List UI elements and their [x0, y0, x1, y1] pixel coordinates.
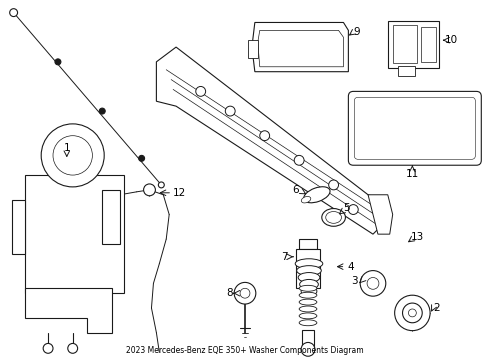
Circle shape — [158, 182, 164, 188]
Ellipse shape — [299, 306, 317, 312]
Ellipse shape — [322, 208, 345, 226]
FancyBboxPatch shape — [354, 97, 475, 159]
Circle shape — [260, 131, 270, 141]
Ellipse shape — [300, 279, 318, 289]
Circle shape — [68, 343, 77, 353]
Circle shape — [10, 9, 18, 17]
Polygon shape — [12, 200, 25, 254]
Ellipse shape — [301, 286, 317, 296]
Circle shape — [234, 282, 256, 304]
Bar — [296, 249, 320, 288]
FancyBboxPatch shape — [348, 91, 481, 165]
Bar — [302, 330, 314, 347]
Text: 3: 3 — [351, 276, 358, 287]
Bar — [421, 27, 436, 62]
Circle shape — [301, 342, 315, 356]
Text: 7: 7 — [281, 252, 288, 262]
Ellipse shape — [304, 187, 330, 203]
Circle shape — [139, 156, 145, 161]
Circle shape — [360, 271, 386, 296]
Text: 1: 1 — [64, 143, 70, 153]
Ellipse shape — [299, 313, 317, 319]
Circle shape — [240, 288, 250, 298]
Text: 9: 9 — [353, 27, 360, 37]
Polygon shape — [258, 30, 343, 67]
Circle shape — [367, 278, 379, 289]
Ellipse shape — [299, 320, 317, 326]
Text: 2023 Mercedes-Benz EQE 350+ Washer Components Diagram: 2023 Mercedes-Benz EQE 350+ Washer Compo… — [126, 346, 364, 355]
Bar — [299, 239, 317, 249]
Circle shape — [43, 343, 53, 353]
Ellipse shape — [295, 259, 323, 269]
Polygon shape — [368, 195, 392, 234]
Text: 13: 13 — [411, 232, 424, 242]
Bar — [392, 26, 417, 63]
Bar — [102, 190, 120, 244]
Polygon shape — [156, 47, 388, 234]
Bar — [25, 175, 124, 293]
Circle shape — [41, 124, 104, 187]
Polygon shape — [252, 22, 348, 72]
Text: 8: 8 — [226, 288, 233, 298]
Ellipse shape — [299, 299, 317, 305]
Text: 12: 12 — [172, 188, 186, 198]
Text: 4: 4 — [347, 262, 354, 272]
Ellipse shape — [296, 266, 321, 275]
Circle shape — [294, 156, 304, 165]
Circle shape — [225, 106, 235, 116]
Text: 5: 5 — [343, 203, 350, 212]
Circle shape — [144, 184, 155, 196]
Bar — [397, 66, 416, 76]
Bar — [388, 21, 439, 68]
Circle shape — [409, 309, 416, 317]
Circle shape — [394, 295, 430, 330]
Ellipse shape — [301, 197, 311, 203]
Ellipse shape — [298, 273, 320, 282]
Bar — [248, 40, 258, 58]
Ellipse shape — [326, 212, 342, 223]
Ellipse shape — [299, 292, 317, 298]
Text: 6: 6 — [292, 185, 298, 195]
Ellipse shape — [299, 285, 317, 291]
Circle shape — [53, 136, 93, 175]
Circle shape — [348, 204, 358, 215]
Text: 2: 2 — [434, 303, 441, 313]
Text: 11: 11 — [406, 169, 419, 179]
Polygon shape — [25, 288, 112, 333]
Circle shape — [55, 59, 61, 65]
Circle shape — [402, 303, 422, 323]
Circle shape — [99, 108, 105, 114]
Text: 10: 10 — [445, 35, 458, 45]
Circle shape — [329, 180, 339, 190]
Circle shape — [196, 86, 206, 96]
